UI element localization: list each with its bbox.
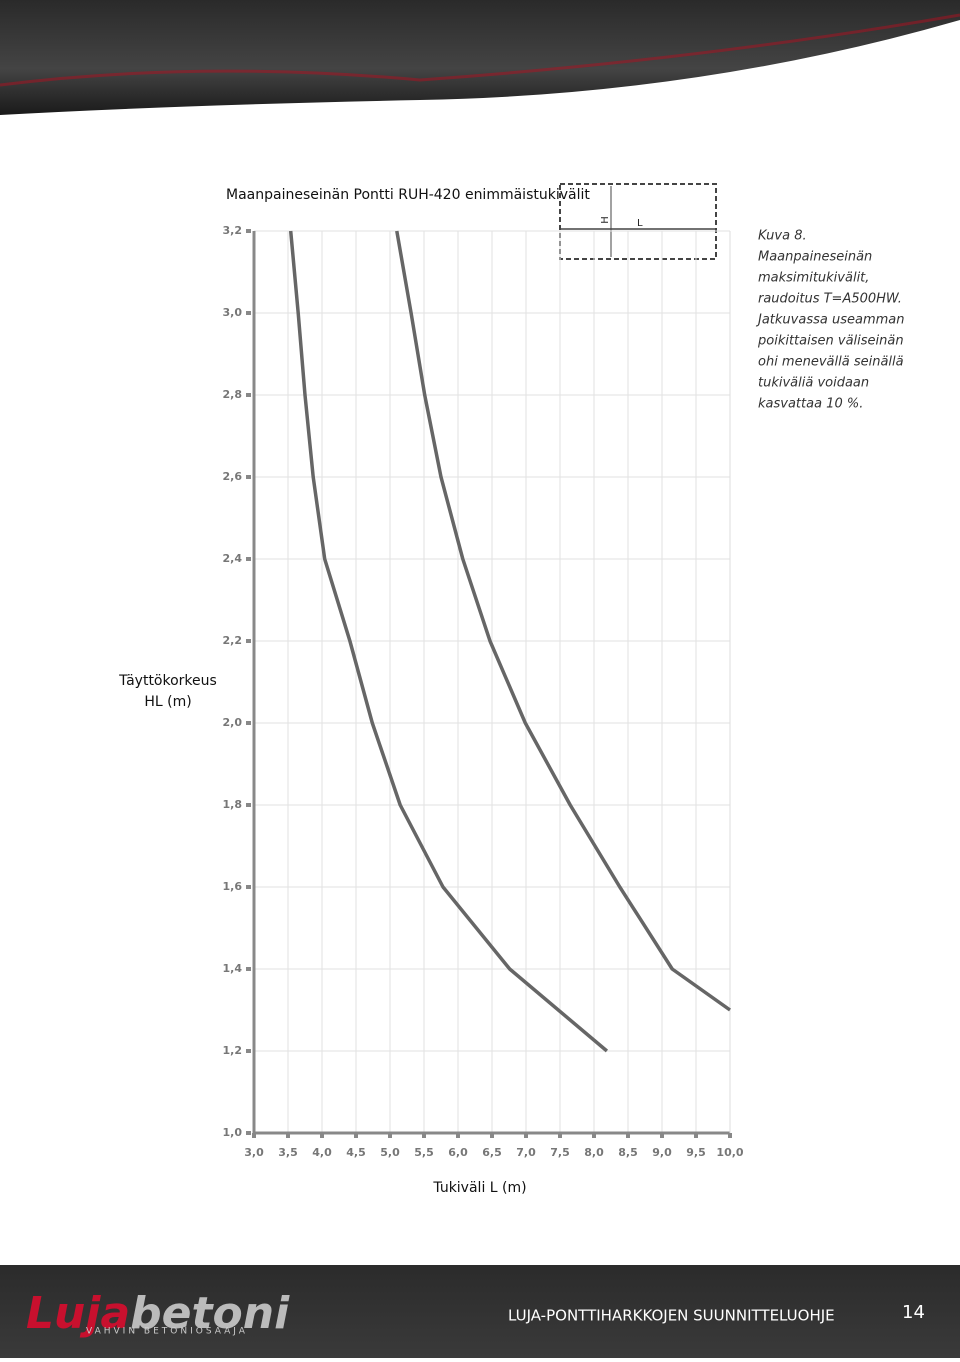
y-tick [246, 639, 251, 643]
chart: 3,0 3,5 4,0 4,5 5,0 5,5 6,0 6,5 7,0 7,5 8,0 8,5 9,0 9… [223, 224, 744, 1159]
x-tick [694, 1133, 698, 1138]
caption: Kuva 8. Maanpaineseinän maksimitukivälit, r… [755, 229, 904, 412]
x-tick-label: 6,0 [448, 1146, 468, 1159]
x-tick [558, 1133, 562, 1138]
y-tick-label: 2,6 [223, 470, 243, 483]
x-tick-label: 8,0 [584, 1146, 604, 1159]
x-tick-label: 4,5 [346, 1146, 366, 1159]
x-tick-label: 7,5 [550, 1146, 570, 1159]
y-tick [246, 885, 251, 889]
x-tick [660, 1133, 664, 1138]
logo-part: Luja [26, 1288, 130, 1339]
y-tick-label: 1,2 [223, 1044, 243, 1057]
y-tick [246, 803, 251, 807]
footer-title: LUJA-PONTTIHARKKOJEN SUUNNITTELUOHJE [508, 1307, 835, 1325]
caption-line: Maanpaineseinän [758, 250, 872, 265]
x-tick [252, 1133, 256, 1138]
y-tick-label: 2,4 [223, 552, 243, 565]
diagram-label: H [600, 216, 611, 224]
x-tick [728, 1133, 732, 1138]
logo: Lujabetoni [26, 1288, 290, 1339]
x-tick-label: 9,5 [686, 1146, 706, 1159]
page-number: 14 [902, 1302, 925, 1323]
y-tick [246, 1131, 251, 1135]
y-tick [246, 229, 251, 233]
caption-line: Kuva 8. [758, 229, 807, 244]
x-tick [422, 1133, 426, 1138]
caption-line: poikittaisen väliseinän [757, 334, 904, 349]
logo-tagline: VAHVIN BETONIOSAAJA [86, 1327, 248, 1337]
y-tick [246, 721, 251, 725]
x-tick [354, 1133, 358, 1138]
x-tick-label: 5,5 [414, 1146, 434, 1159]
caption-line: Jatkuvassa useamman [755, 313, 904, 328]
y-tick [246, 393, 251, 397]
x-tick [456, 1133, 460, 1138]
x-tick [490, 1133, 494, 1138]
x-tick [592, 1133, 596, 1138]
y-tick [246, 967, 251, 971]
y-tick-label: 3,0 [223, 306, 243, 319]
y-tick-label: 2,8 [223, 388, 243, 401]
header-band [0, 0, 960, 115]
caption-line: ohi menevällä seinällä [758, 355, 904, 370]
y-axis-label: Täyttökorkeus [118, 673, 217, 689]
x-tick [524, 1133, 528, 1138]
y-tick [246, 475, 251, 479]
diagram-box [559, 183, 717, 260]
x-tick-label: 9,0 [652, 1146, 672, 1159]
y-tick-label: 1,4 [223, 962, 243, 975]
y-tick-label: 1,0 [223, 1126, 243, 1139]
x-tick-label: 3,5 [278, 1146, 298, 1159]
chart-title: Maanpaineseinän Pontti RUH-420 enimmäist… [226, 187, 590, 203]
caption-line: tukiväliä voidaan [758, 376, 869, 391]
footer-band [0, 1265, 960, 1358]
header-accent [0, 13, 960, 87]
y-tick-label: 2,0 [223, 716, 243, 729]
diagram-label: L [637, 218, 643, 229]
y-tick-label: 1,8 [223, 798, 243, 811]
curve [288, 230, 609, 1053]
x-axis-label: Tukiväli L (m) [432, 1180, 526, 1196]
x-tick [626, 1133, 630, 1138]
x-tick-label: 5,0 [380, 1146, 400, 1159]
y-tick [246, 557, 251, 561]
y-tick-label: 2,2 [223, 634, 243, 647]
caption-line: kasvattaa 10 %. [758, 397, 863, 412]
x-tick-label: 8,5 [618, 1146, 638, 1159]
x-tick-label: 6,5 [482, 1146, 502, 1159]
x-tick-label: 3,0 [244, 1146, 264, 1159]
x-tick [320, 1133, 324, 1138]
x-tick [286, 1133, 290, 1138]
logo-part: betoni [130, 1288, 290, 1339]
caption-line: maksimitukivälit, [758, 271, 869, 286]
section-diagram: H L [559, 183, 717, 260]
x-tick [388, 1133, 392, 1138]
y-axis-label: HL (m) [144, 694, 191, 710]
y-tick [246, 311, 251, 315]
y-tick-label: 3,2 [223, 224, 243, 237]
x-tick-label: 7,0 [516, 1146, 536, 1159]
y-tick [246, 1049, 251, 1053]
y-tick-label: 1,6 [223, 880, 243, 893]
x-tick-label: 4,0 [312, 1146, 332, 1159]
caption-line: raudoitus T=A500HW. [758, 292, 902, 307]
x-tick-label: 10,0 [716, 1146, 743, 1159]
curve [395, 230, 732, 1012]
